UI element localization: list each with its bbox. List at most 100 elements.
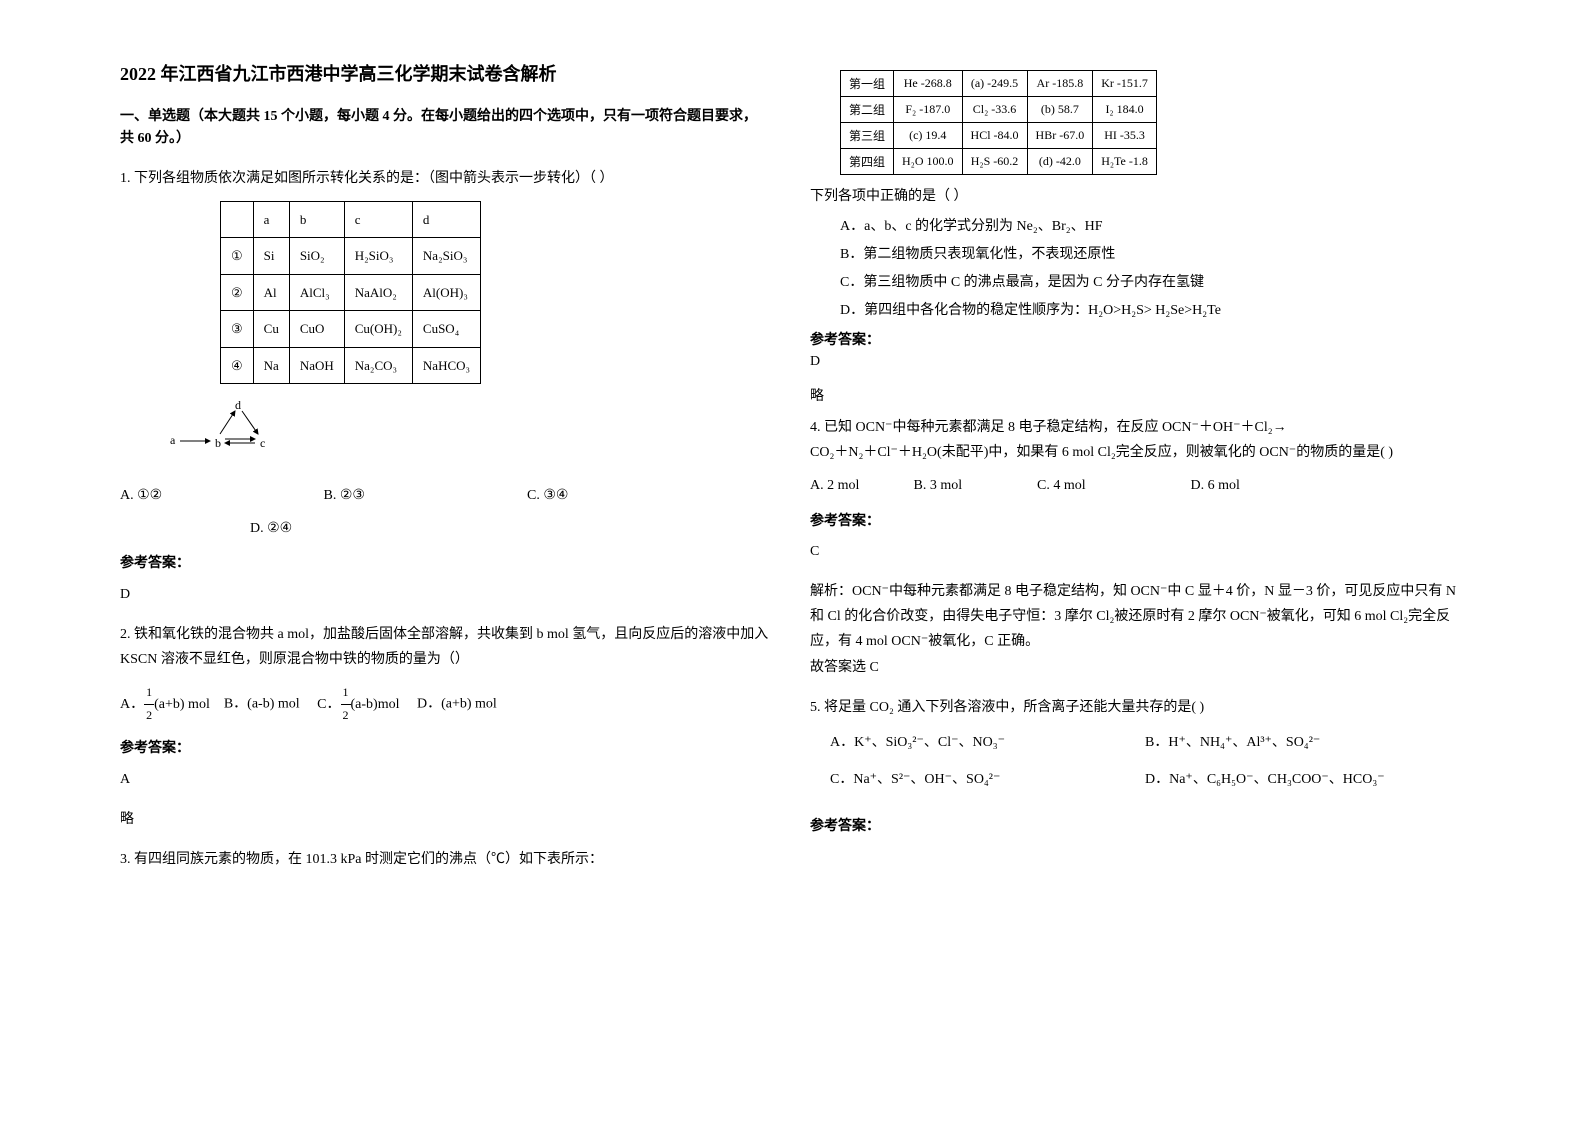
table-cell: ④ <box>221 347 254 383</box>
q2-note: 略 <box>120 807 770 832</box>
table-cell: NaHCO₃ <box>412 347 480 383</box>
option-c: C．12(a-b)mol <box>317 697 403 712</box>
option-c: C. 4 mol <box>1037 473 1187 498</box>
option-prefix: A． <box>120 697 144 712</box>
option-d: D．(a+b) mol <box>417 697 497 712</box>
table-cell: (c) 19.4 <box>894 123 963 149</box>
diagram-label-b: b <box>215 436 221 450</box>
q3-table: 第一组 He -268.8 (a) -249.5 Ar -185.8 Kr -1… <box>840 70 1157 175</box>
question-2: 2. 铁和氧化铁的混合物共 a mol，加盐酸后固体全部溶解，共收集到 b mo… <box>120 622 770 832</box>
table-cell: SiO₂ <box>289 238 344 274</box>
option-d: D. 6 mol <box>1191 478 1240 493</box>
option-a: A．a、b、c 的化学式分别为 Ne₂、Br₂、HF <box>840 215 1460 235</box>
q5-options: A．K⁺、SiO₃²⁻、Cl⁻、NO₃⁻ B．H⁺、NH₄⁺、Al³⁺、SO₄²… <box>830 730 1460 804</box>
option-d: D. ②④ <box>250 516 770 541</box>
option-a: A．K⁺、SiO₃²⁻、Cl⁻、NO₃⁻ <box>830 730 1145 755</box>
table-cell: ② <box>221 274 254 310</box>
question-5: 5. 将足量 CO₂ 通入下列各溶液中，所含离子还能大量共存的是( ) A．K⁺… <box>810 695 1460 840</box>
option-c: C．Na⁺、S²⁻、OH⁻、SO₄²⁻ <box>830 767 1145 792</box>
table-cell: Cu <box>253 311 289 347</box>
option-d: D．Na⁺、C₆H₅O⁻、CH₃COO⁻、HCO₃⁻ <box>1145 767 1460 792</box>
option-suffix: (a+b) mol <box>154 697 210 712</box>
q4-options: A. 2 mol B. 3 mol C. 4 mol D. 6 mol <box>810 473 1460 498</box>
table-cell: Kr -151.7 <box>1093 71 1157 97</box>
q4-text: 4. 已知 OCN⁻中每种元素都满足 8 电子稳定结构，在反应 OCN⁻＋OH⁻… <box>810 415 1460 440</box>
q4-conclusion: 故答案选 C <box>810 655 1460 680</box>
table-cell: Ar -185.8 <box>1027 71 1093 97</box>
option-b: B. 3 mol <box>914 473 1034 498</box>
table-cell: c <box>344 201 412 237</box>
table-cell: He -268.8 <box>894 71 963 97</box>
table-cell: 第一组 <box>841 71 894 97</box>
question-1: 1. 下列各组物质依次满足如图所示转化关系的是：（图中箭头表示一步转化）（ ） … <box>120 166 770 607</box>
q1-options: A. ①② B. ②③ C. ③④ D. ②④ <box>120 483 770 541</box>
table-cell: d <box>412 201 480 237</box>
table-cell: 第四组 <box>841 149 894 175</box>
table-cell: HCl -84.0 <box>962 123 1027 149</box>
table-cell: H₂SiO₃ <box>344 238 412 274</box>
table-cell: Al(OH)₃ <box>412 274 480 310</box>
option-b: B. ②③ <box>324 483 524 508</box>
diagram-label-c: c <box>260 436 265 450</box>
q1-table: a b c d ① Si SiO₂ H₂SiO₃ Na₂SiO₃ ② Al Al… <box>220 201 481 384</box>
table-cell: CuO <box>289 311 344 347</box>
option-c: C. ③④ <box>527 483 627 508</box>
table-cell: (b) 58.7 <box>1027 97 1093 123</box>
table-cell: Na₂CO₃ <box>344 347 412 383</box>
answer-label: 参考答案： <box>120 551 770 576</box>
q3-subtext: 下列各项中正确的是（ ） <box>810 185 1460 205</box>
table-cell: b <box>289 201 344 237</box>
option-b: B．第二组物质只表现氧化性，不表现还原性 <box>840 243 1460 263</box>
q5-text: 5. 将足量 CO₂ 通入下列各溶液中，所含离子还能大量共存的是( ) <box>810 695 1460 720</box>
table-cell: F₂ -187.0 <box>894 97 963 123</box>
option-suffix: (a-b)mol <box>351 697 400 712</box>
table-cell: CuSO₄ <box>412 311 480 347</box>
q1-text: 1. 下列各组物质依次满足如图所示转化关系的是：（图中箭头表示一步转化）（ ） <box>120 166 770 191</box>
q2-text: 2. 铁和氧化铁的混合物共 a mol，加盐酸后固体全部溶解，共收集到 b mo… <box>120 622 770 672</box>
section-intro: 一、单选题（本大题共 15 个小题，每小题 4 分。在每小题给出的四个选项中，只… <box>120 106 770 151</box>
table-cell: (a) -249.5 <box>962 71 1027 97</box>
answer-label: 参考答案： <box>810 509 1460 534</box>
table-cell <box>221 201 254 237</box>
q2-options: A．12(a+b) mol B．(a-b) mol C．12(a-b)mol D… <box>120 682 770 726</box>
table-cell: a <box>253 201 289 237</box>
table-cell: HI -35.3 <box>1093 123 1157 149</box>
question-3: 3. 有四组同族元素的物质，在 101.3 kPa 时测定它们的沸点（℃）如下表… <box>120 847 770 872</box>
table-cell: 第二组 <box>841 97 894 123</box>
table-cell: Cu(OH)₂ <box>344 311 412 347</box>
table-cell: I₂ 184.0 <box>1093 97 1157 123</box>
table-cell: Na <box>253 347 289 383</box>
diagram-label-d: d <box>235 399 241 412</box>
table-cell: AlCl₃ <box>289 274 344 310</box>
diagram-label-a: a <box>170 433 176 447</box>
table-cell: HBr -67.0 <box>1027 123 1093 149</box>
option-a: A. ①② <box>120 483 320 508</box>
table-cell: Na₂SiO₃ <box>412 238 480 274</box>
option-prefix: C． <box>317 697 340 712</box>
option-a: A. 2 mol <box>810 473 910 498</box>
table-cell: ① <box>221 238 254 274</box>
table-cell: H₂S -60.2 <box>962 149 1027 175</box>
table-cell: Si <box>253 238 289 274</box>
table-cell: NaOH <box>289 347 344 383</box>
q3-answer: D <box>810 354 1460 370</box>
q1-diagram: a b c d <box>170 399 770 468</box>
table-cell: 第三组 <box>841 123 894 149</box>
q4-explanation: 解析：OCN⁻中每种元素都满足 8 电子稳定结构，知 OCN⁻中 C 显＋4 价… <box>810 579 1460 655</box>
page-title: 2022 年江西省九江市西港中学高三化学期末试卷含解析 <box>120 60 770 86</box>
table-cell: H₂O 100.0 <box>894 149 963 175</box>
q3-note: 略 <box>810 385 1460 405</box>
answer-label: 参考答案： <box>120 736 770 761</box>
arrow-diagram-icon: a b c d <box>170 399 290 459</box>
q1-answer: D <box>120 582 770 607</box>
table-cell: Al <box>253 274 289 310</box>
option-d: D．第四组中各化合物的稳定性顺序为：H₂O>H₂S> H₂Se>H₂Te <box>840 299 1460 319</box>
table-cell: (d) -42.0 <box>1027 149 1093 175</box>
q4-text2: CO₂＋N₂＋Cl⁻＋H₂O(未配平)中，如果有 6 mol Cl₂完全反应，则… <box>810 440 1460 465</box>
option-b: B．(a-b) mol <box>224 697 300 712</box>
table-cell: ③ <box>221 311 254 347</box>
question-4: 4. 已知 OCN⁻中每种元素都满足 8 电子稳定结构，在反应 OCN⁻＋OH⁻… <box>810 415 1460 680</box>
table-cell: Cl₂ -33.6 <box>962 97 1027 123</box>
q2-answer: A <box>120 767 770 792</box>
q4-answer: C <box>810 539 1460 564</box>
